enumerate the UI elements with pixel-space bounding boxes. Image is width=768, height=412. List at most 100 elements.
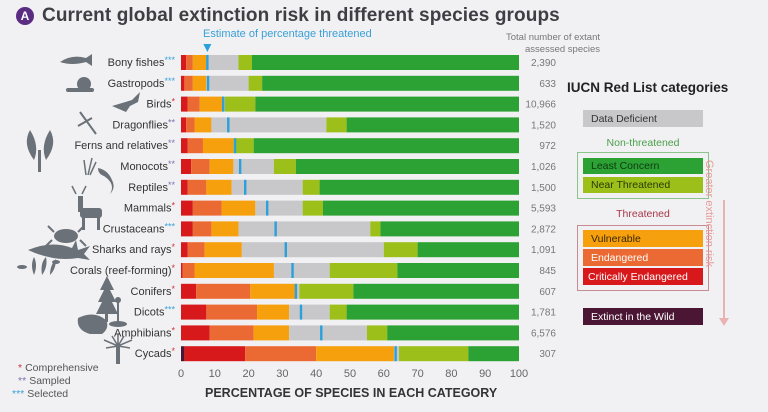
bar-segment-dd bbox=[273, 263, 330, 278]
category-label: Sharks and rays* bbox=[92, 242, 175, 256]
total-species-value: 1,520 bbox=[531, 120, 556, 131]
risk-arrow-shaft bbox=[723, 200, 725, 320]
x-tick-label: 100 bbox=[510, 368, 528, 380]
bar-row: Mammals* 5,593 bbox=[124, 200, 556, 216]
assessment-star: * bbox=[171, 325, 175, 335]
bar-segment-cr bbox=[181, 304, 207, 320]
assessment-star: *** bbox=[164, 55, 175, 65]
bar-segment-cr bbox=[181, 55, 187, 70]
deer-icon bbox=[71, 185, 102, 230]
bar-segment-lc bbox=[346, 304, 519, 320]
bar-row: Dicots*** 1,781 bbox=[134, 304, 556, 320]
lizard-icon bbox=[98, 168, 114, 194]
bar-segment-nt bbox=[399, 346, 469, 362]
category-name: Cycads bbox=[135, 348, 172, 360]
total-species-value: 607 bbox=[539, 287, 556, 298]
category-label: Conifers* bbox=[131, 284, 176, 298]
assessment-star: * bbox=[171, 201, 175, 211]
bar-segment-vu bbox=[209, 159, 234, 174]
category-label: Cycads* bbox=[135, 346, 176, 360]
x-tick-label: 30 bbox=[276, 368, 288, 380]
bar-segment-vu bbox=[192, 55, 207, 70]
estimate-marker bbox=[222, 96, 225, 112]
estimate-marker bbox=[274, 221, 277, 237]
category-label: Corals (reef-forming)* bbox=[70, 263, 175, 277]
bar-segment-nt bbox=[383, 242, 418, 258]
category-name: Crustaceans bbox=[103, 223, 165, 235]
bar-segment-en bbox=[209, 325, 254, 341]
category-label: Mammals* bbox=[124, 201, 176, 215]
bar-segment-en bbox=[186, 117, 195, 133]
total-species-value: 1,781 bbox=[531, 308, 556, 319]
bar-segment-cr bbox=[181, 117, 187, 133]
category-label: Crustaceans*** bbox=[103, 221, 176, 235]
category-name: Mammals bbox=[124, 203, 172, 215]
category-label: Reptiles** bbox=[128, 180, 175, 194]
bar-segment-cr bbox=[181, 96, 188, 112]
assessment-star: ** bbox=[168, 117, 176, 127]
coral-icon bbox=[17, 257, 60, 275]
category-name: Monocots bbox=[120, 161, 168, 173]
bar-segment-nt bbox=[299, 283, 354, 299]
category-name: Ferns and relatives bbox=[74, 140, 168, 152]
bar-segment-lc bbox=[253, 138, 520, 154]
legend-critically-endangered-label: Critically Endangered bbox=[588, 270, 688, 283]
bar-segment-nt bbox=[233, 138, 254, 154]
bar-segment-dd bbox=[241, 242, 384, 258]
category-name: Birds bbox=[146, 99, 172, 111]
threatened-title: Threatened bbox=[616, 208, 670, 220]
footnote-label: Selected bbox=[27, 388, 69, 400]
bar-segment-cr bbox=[181, 138, 188, 154]
bar-segment-lc bbox=[380, 221, 519, 237]
legend-endangered: Endangered bbox=[583, 249, 703, 266]
bar-segment-en bbox=[184, 75, 193, 91]
bar-segment-dd bbox=[233, 159, 274, 174]
bar-segment-nt bbox=[329, 263, 398, 278]
x-tick-label: 60 bbox=[378, 368, 390, 380]
total-species-value: 1,500 bbox=[531, 183, 556, 194]
bar-segment-nt bbox=[224, 96, 256, 112]
threatened-frame bbox=[577, 225, 709, 291]
assessment-star: ** bbox=[168, 159, 176, 169]
bar-segment-cr bbox=[181, 242, 188, 258]
bar-segment-nt bbox=[248, 75, 263, 91]
total-species-value: 6,576 bbox=[531, 328, 556, 339]
assessment-star: * bbox=[171, 242, 175, 252]
bar-row: Reptiles** 1,500 bbox=[128, 179, 556, 195]
bar-segment-nt bbox=[273, 159, 296, 174]
assessment-star: *** bbox=[164, 76, 175, 86]
bar-segment-lc bbox=[417, 242, 519, 258]
estimate-marker bbox=[294, 283, 298, 299]
estimate-marker bbox=[206, 55, 209, 70]
bar-segment-lc bbox=[262, 75, 519, 91]
bar-segment-nt bbox=[366, 325, 388, 341]
estimate-marker bbox=[206, 75, 210, 91]
total-species-value: 10,966 bbox=[525, 100, 556, 111]
footnote-star: * bbox=[18, 362, 23, 374]
category-name: Conifers bbox=[131, 286, 172, 298]
assessment-star: ** bbox=[168, 138, 176, 148]
dicot-icon bbox=[109, 297, 127, 327]
category-name: Amphibians bbox=[114, 327, 172, 339]
footnote-star: ** bbox=[18, 375, 27, 387]
bar-segment-vu bbox=[192, 75, 207, 91]
category-label: Monocots** bbox=[120, 159, 175, 173]
bar-segment-en bbox=[187, 179, 207, 195]
total-species-label: Total number of extant assessed species bbox=[480, 32, 600, 56]
estimate-marker bbox=[238, 159, 242, 174]
shark-icon bbox=[28, 240, 90, 260]
frog-icon bbox=[77, 314, 108, 334]
estimate-marker bbox=[284, 242, 287, 258]
category-label: Dicots*** bbox=[134, 305, 176, 319]
bar-segment-en bbox=[192, 221, 212, 237]
footnote-star: *** bbox=[12, 388, 25, 400]
legend-least-concern-label: Least Concern bbox=[591, 160, 660, 172]
bar-row: Crustaceans*** 2,872 bbox=[103, 221, 556, 237]
bar-segment-cr bbox=[181, 75, 185, 91]
assessment-star: *** bbox=[164, 221, 175, 231]
bar-segment-cr bbox=[181, 325, 210, 341]
bar-segment-ew bbox=[181, 346, 185, 362]
category-label: Amphibians* bbox=[114, 325, 175, 339]
bar-segment-dd bbox=[289, 325, 367, 341]
x-tick-label: 90 bbox=[479, 368, 491, 380]
